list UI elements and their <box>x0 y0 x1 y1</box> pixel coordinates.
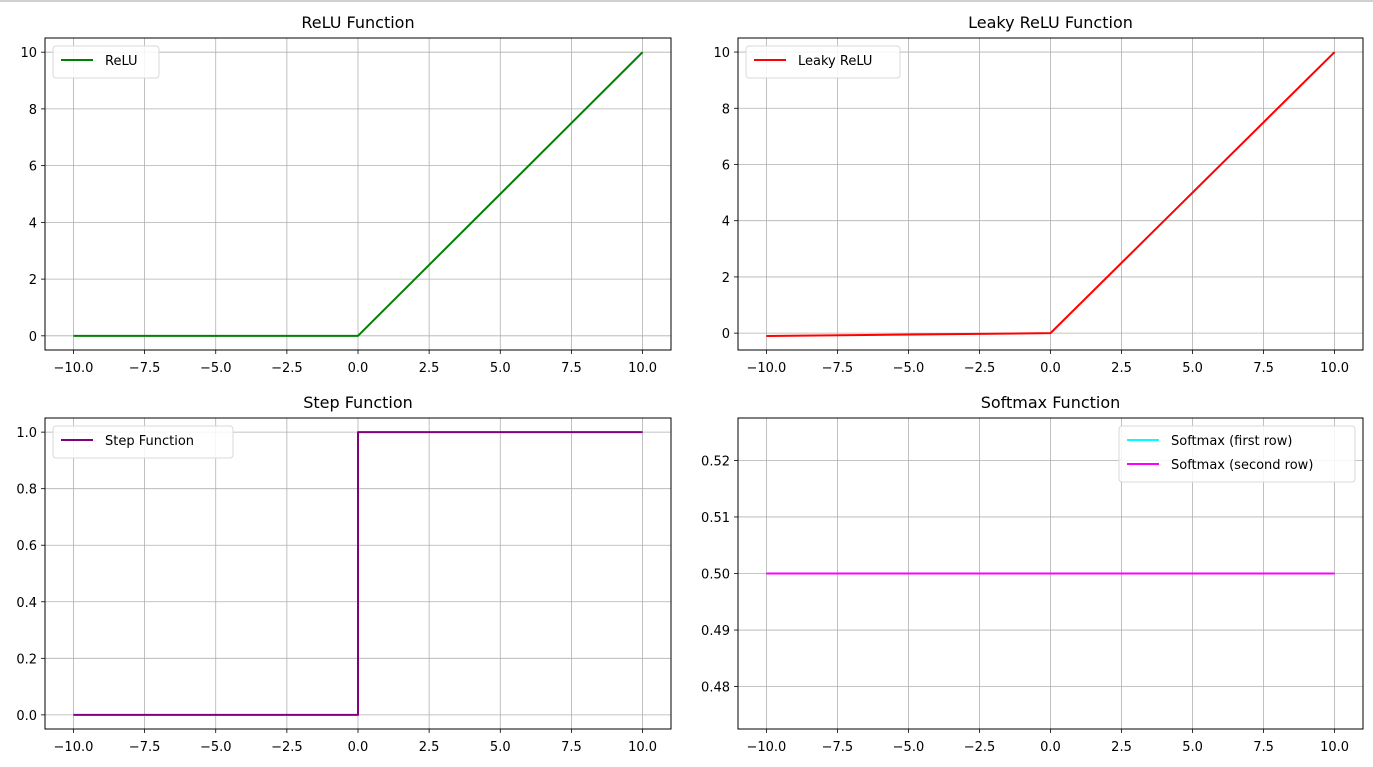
chart-4-legend-label-2: Softmax (second row) <box>1171 458 1313 473</box>
chart-2-xtick-label-1: −7.5 <box>822 361 854 376</box>
chart-4-xtick-label-7: 7.5 <box>1253 740 1274 755</box>
chart-4-xtick-label-3: −2.5 <box>964 740 996 755</box>
chart-3-xtick-label-7: 7.5 <box>561 740 582 755</box>
chart-3-ytick-label-3: 0.6 <box>16 539 37 554</box>
chart-4-ytick-label-3: 0.51 <box>701 511 730 526</box>
chart-1-legend-label-1: ReLU <box>105 54 138 69</box>
chart-3-legend-label-1: Step Function <box>105 434 194 449</box>
chart-4: Softmax Function −10.0 −7.5 −5.0 −2.5 0.0 2.5 5… <box>701 393 1364 755</box>
chart-1-xtick-label-6: 5.0 <box>490 361 511 376</box>
chart-1: ReLU Function −10.0 −7.5 −5.0 −2.5 0.0 2.5 5.0 7… <box>20 13 672 376</box>
chart-3-frame <box>44 417 672 730</box>
chart-4-frame <box>737 417 1364 730</box>
chart-4-legend-label-1: Softmax (first row) <box>1171 434 1292 449</box>
chart-2-xtick-label-0: −10.0 <box>746 361 786 376</box>
chart-1-ytick-label-3: 6 <box>29 160 37 175</box>
chart-2-series-1-line <box>766 51 1336 337</box>
chart-2-title: Leaky ReLU Function <box>968 13 1133 32</box>
chart-4-xtick-label-8: 10.0 <box>1320 740 1349 755</box>
chart-2-ytick-label-5: 10 <box>713 46 730 61</box>
chart-2-ytick-label-2: 4 <box>722 215 730 230</box>
chart-3-title: Step Function <box>303 393 413 412</box>
chart-3: Step Function −10.0 −7.5 −5.0 −2.5 0.0 2.5 5.0 7… <box>16 393 672 755</box>
chart-2-ytick-label-1: 2 <box>722 271 730 286</box>
chart-4-xtick-label-5: 2.5 <box>1111 740 1132 755</box>
chart-3-ytick-label-4: 0.8 <box>16 483 37 498</box>
chart-4-title: Softmax Function <box>981 393 1121 412</box>
chart-1-xtick-label-1: −7.5 <box>129 361 161 376</box>
chart-2-ytick-label-4: 8 <box>722 102 730 117</box>
window-top-border <box>0 0 1373 2</box>
chart-2-xtick-label-6: 5.0 <box>1182 361 1203 376</box>
chart-3-ytick-label-0: 0.0 <box>16 709 37 724</box>
chart-2: Leaky ReLU Function −10.0 −7.5 −5.0 −2.5 0.0 2… <box>713 13 1364 376</box>
chart-1-ytick-label-5: 10 <box>20 46 37 61</box>
chart-2-xtick-label-8: 10.0 <box>1320 361 1349 376</box>
chart-3-xtick-label-5: 2.5 <box>419 740 440 755</box>
chart-1-ytick-label-4: 8 <box>29 103 37 118</box>
chart-4-xtick-label-0: −10.0 <box>746 740 786 755</box>
chart-4-ytick-label-0: 0.48 <box>701 681 730 696</box>
chart-1-xtick-label-7: 7.5 <box>561 361 582 376</box>
chart-1-xtick-label-3: −2.5 <box>271 361 303 376</box>
chart-1-legend-box <box>52 45 160 79</box>
chart-1-xtick-label-5: 2.5 <box>419 361 440 376</box>
chart-3-ytick-label-2: 0.4 <box>16 596 37 611</box>
chart-2-xtick-label-5: 2.5 <box>1111 361 1132 376</box>
chart-1-series-1-line <box>73 51 644 337</box>
chart-3-ytick-label-1: 0.2 <box>16 652 37 667</box>
chart-1-ytick-label-1: 2 <box>29 273 37 288</box>
chart-3-xtick-label-4: 0.0 <box>348 740 369 755</box>
chart-3-xtick-label-1: −7.5 <box>129 740 161 755</box>
chart-1-title: ReLU Function <box>301 13 414 32</box>
chart-3-xtick-label-6: 5.0 <box>490 740 511 755</box>
chart-4-xtick-label-1: −7.5 <box>822 740 854 755</box>
chart-2-ytick-label-3: 6 <box>722 158 730 173</box>
chart-2-xtick-label-4: 0.0 <box>1040 361 1061 376</box>
chart-3-legend: Step Function <box>52 425 234 459</box>
chart-1-ytick-label-0: 0 <box>29 330 37 345</box>
chart-2-legend-box <box>745 45 901 79</box>
chart-4-legend: Softmax (first row) Softmax (second row) <box>1118 425 1356 483</box>
chart-2-xtick-label-3: −2.5 <box>964 361 996 376</box>
chart-4-ytick-label-4: 0.52 <box>701 454 730 469</box>
chart-4-ytick-label-1: 0.49 <box>701 624 730 639</box>
chart-1-xtick-label-4: 0.0 <box>348 361 369 376</box>
chart-3-legend-box <box>52 425 234 459</box>
chart-4-xtick-label-2: −5.0 <box>893 740 925 755</box>
chart-3-ytick-label-5: 1.0 <box>16 426 37 441</box>
chart-2-ytick-label-0: 0 <box>722 327 730 342</box>
chart-3-series-1-line <box>73 431 643 716</box>
chart-1-xtick-label-8: 10.0 <box>628 361 657 376</box>
chart-1-legend: ReLU <box>52 45 160 79</box>
chart-2-xtick-label-7: 7.5 <box>1253 361 1274 376</box>
chart-1-frame <box>44 37 672 351</box>
chart-4-ytick-label-2: 0.50 <box>701 568 730 583</box>
chart-1-xtick-label-2: −5.0 <box>200 361 232 376</box>
chart-2-legend: Leaky ReLU <box>745 45 901 79</box>
chart-4-xtick-label-4: 0.0 <box>1040 740 1061 755</box>
chart-1-xtick-label-0: −10.0 <box>54 361 94 376</box>
chart-2-legend-label-1: Leaky ReLU <box>798 54 872 69</box>
chart-1-ytick-label-2: 4 <box>29 216 37 231</box>
chart-4-xtick-label-6: 5.0 <box>1182 740 1203 755</box>
chart-3-xtick-label-0: −10.0 <box>54 740 94 755</box>
chart-3-xtick-label-8: 10.0 <box>628 740 657 755</box>
chart-2-frame <box>737 37 1364 351</box>
chart-2-xtick-label-2: −5.0 <box>893 361 925 376</box>
chart-3-xtick-label-3: −2.5 <box>271 740 303 755</box>
chart-3-xtick-label-2: −5.0 <box>200 740 232 755</box>
chart-4-legend-box <box>1118 425 1356 483</box>
